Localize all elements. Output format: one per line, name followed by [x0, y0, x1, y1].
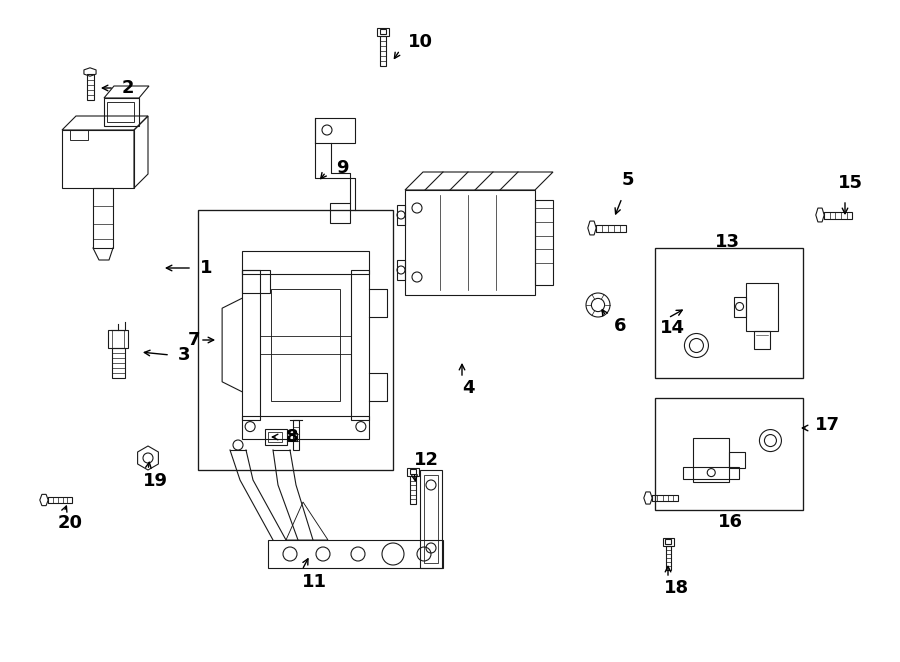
Bar: [198, 210, 393, 470]
Bar: [535, 200, 553, 285]
Bar: [410, 469, 416, 474]
Bar: [49, 497, 72, 503]
Bar: [407, 468, 419, 476]
Text: 1: 1: [200, 259, 212, 277]
Text: 9: 9: [336, 159, 348, 177]
Text: 13: 13: [715, 233, 740, 251]
Bar: [729, 451, 745, 467]
Text: 19: 19: [143, 472, 168, 490]
Bar: [104, 98, 139, 126]
Text: 12: 12: [414, 451, 439, 469]
Bar: [112, 348, 124, 378]
Bar: [655, 398, 803, 510]
Text: 5: 5: [622, 171, 634, 189]
Bar: [753, 330, 770, 348]
Text: 8: 8: [286, 428, 299, 446]
Text: 3: 3: [178, 346, 191, 364]
Bar: [265, 429, 287, 445]
Bar: [683, 467, 739, 479]
Bar: [420, 470, 442, 568]
Text: 2: 2: [122, 79, 134, 97]
Bar: [93, 188, 113, 248]
Bar: [665, 539, 671, 544]
Bar: [734, 297, 745, 316]
Bar: [377, 28, 389, 36]
Bar: [242, 252, 369, 274]
Bar: [662, 538, 673, 546]
Bar: [380, 36, 386, 66]
Bar: [268, 432, 282, 442]
Text: 17: 17: [815, 416, 840, 434]
Bar: [745, 283, 778, 330]
Text: 20: 20: [58, 514, 83, 532]
Text: 18: 18: [664, 579, 689, 597]
Bar: [293, 420, 299, 450]
Bar: [397, 205, 405, 225]
Bar: [315, 118, 355, 143]
Bar: [242, 270, 260, 420]
Bar: [330, 203, 350, 223]
Bar: [693, 438, 729, 481]
Bar: [652, 495, 679, 501]
Bar: [405, 190, 535, 295]
Bar: [242, 416, 369, 439]
Bar: [596, 224, 626, 232]
Bar: [268, 540, 443, 568]
Bar: [86, 74, 94, 101]
Bar: [108, 330, 128, 348]
Bar: [655, 248, 803, 378]
Text: 11: 11: [302, 573, 327, 591]
Bar: [410, 476, 416, 504]
Text: 10: 10: [408, 33, 433, 51]
Bar: [70, 130, 88, 140]
Text: 7: 7: [188, 331, 201, 349]
Text: 4: 4: [462, 379, 474, 397]
Bar: [62, 130, 134, 188]
Bar: [424, 475, 438, 563]
Bar: [397, 260, 405, 280]
Bar: [824, 211, 852, 218]
Bar: [351, 270, 369, 420]
Text: 16: 16: [718, 513, 743, 531]
Text: 15: 15: [838, 174, 863, 192]
Bar: [665, 546, 670, 570]
Text: 14: 14: [660, 319, 685, 337]
Bar: [380, 29, 386, 34]
Bar: [271, 289, 340, 401]
Text: 6: 6: [614, 317, 626, 335]
Bar: [107, 102, 134, 122]
